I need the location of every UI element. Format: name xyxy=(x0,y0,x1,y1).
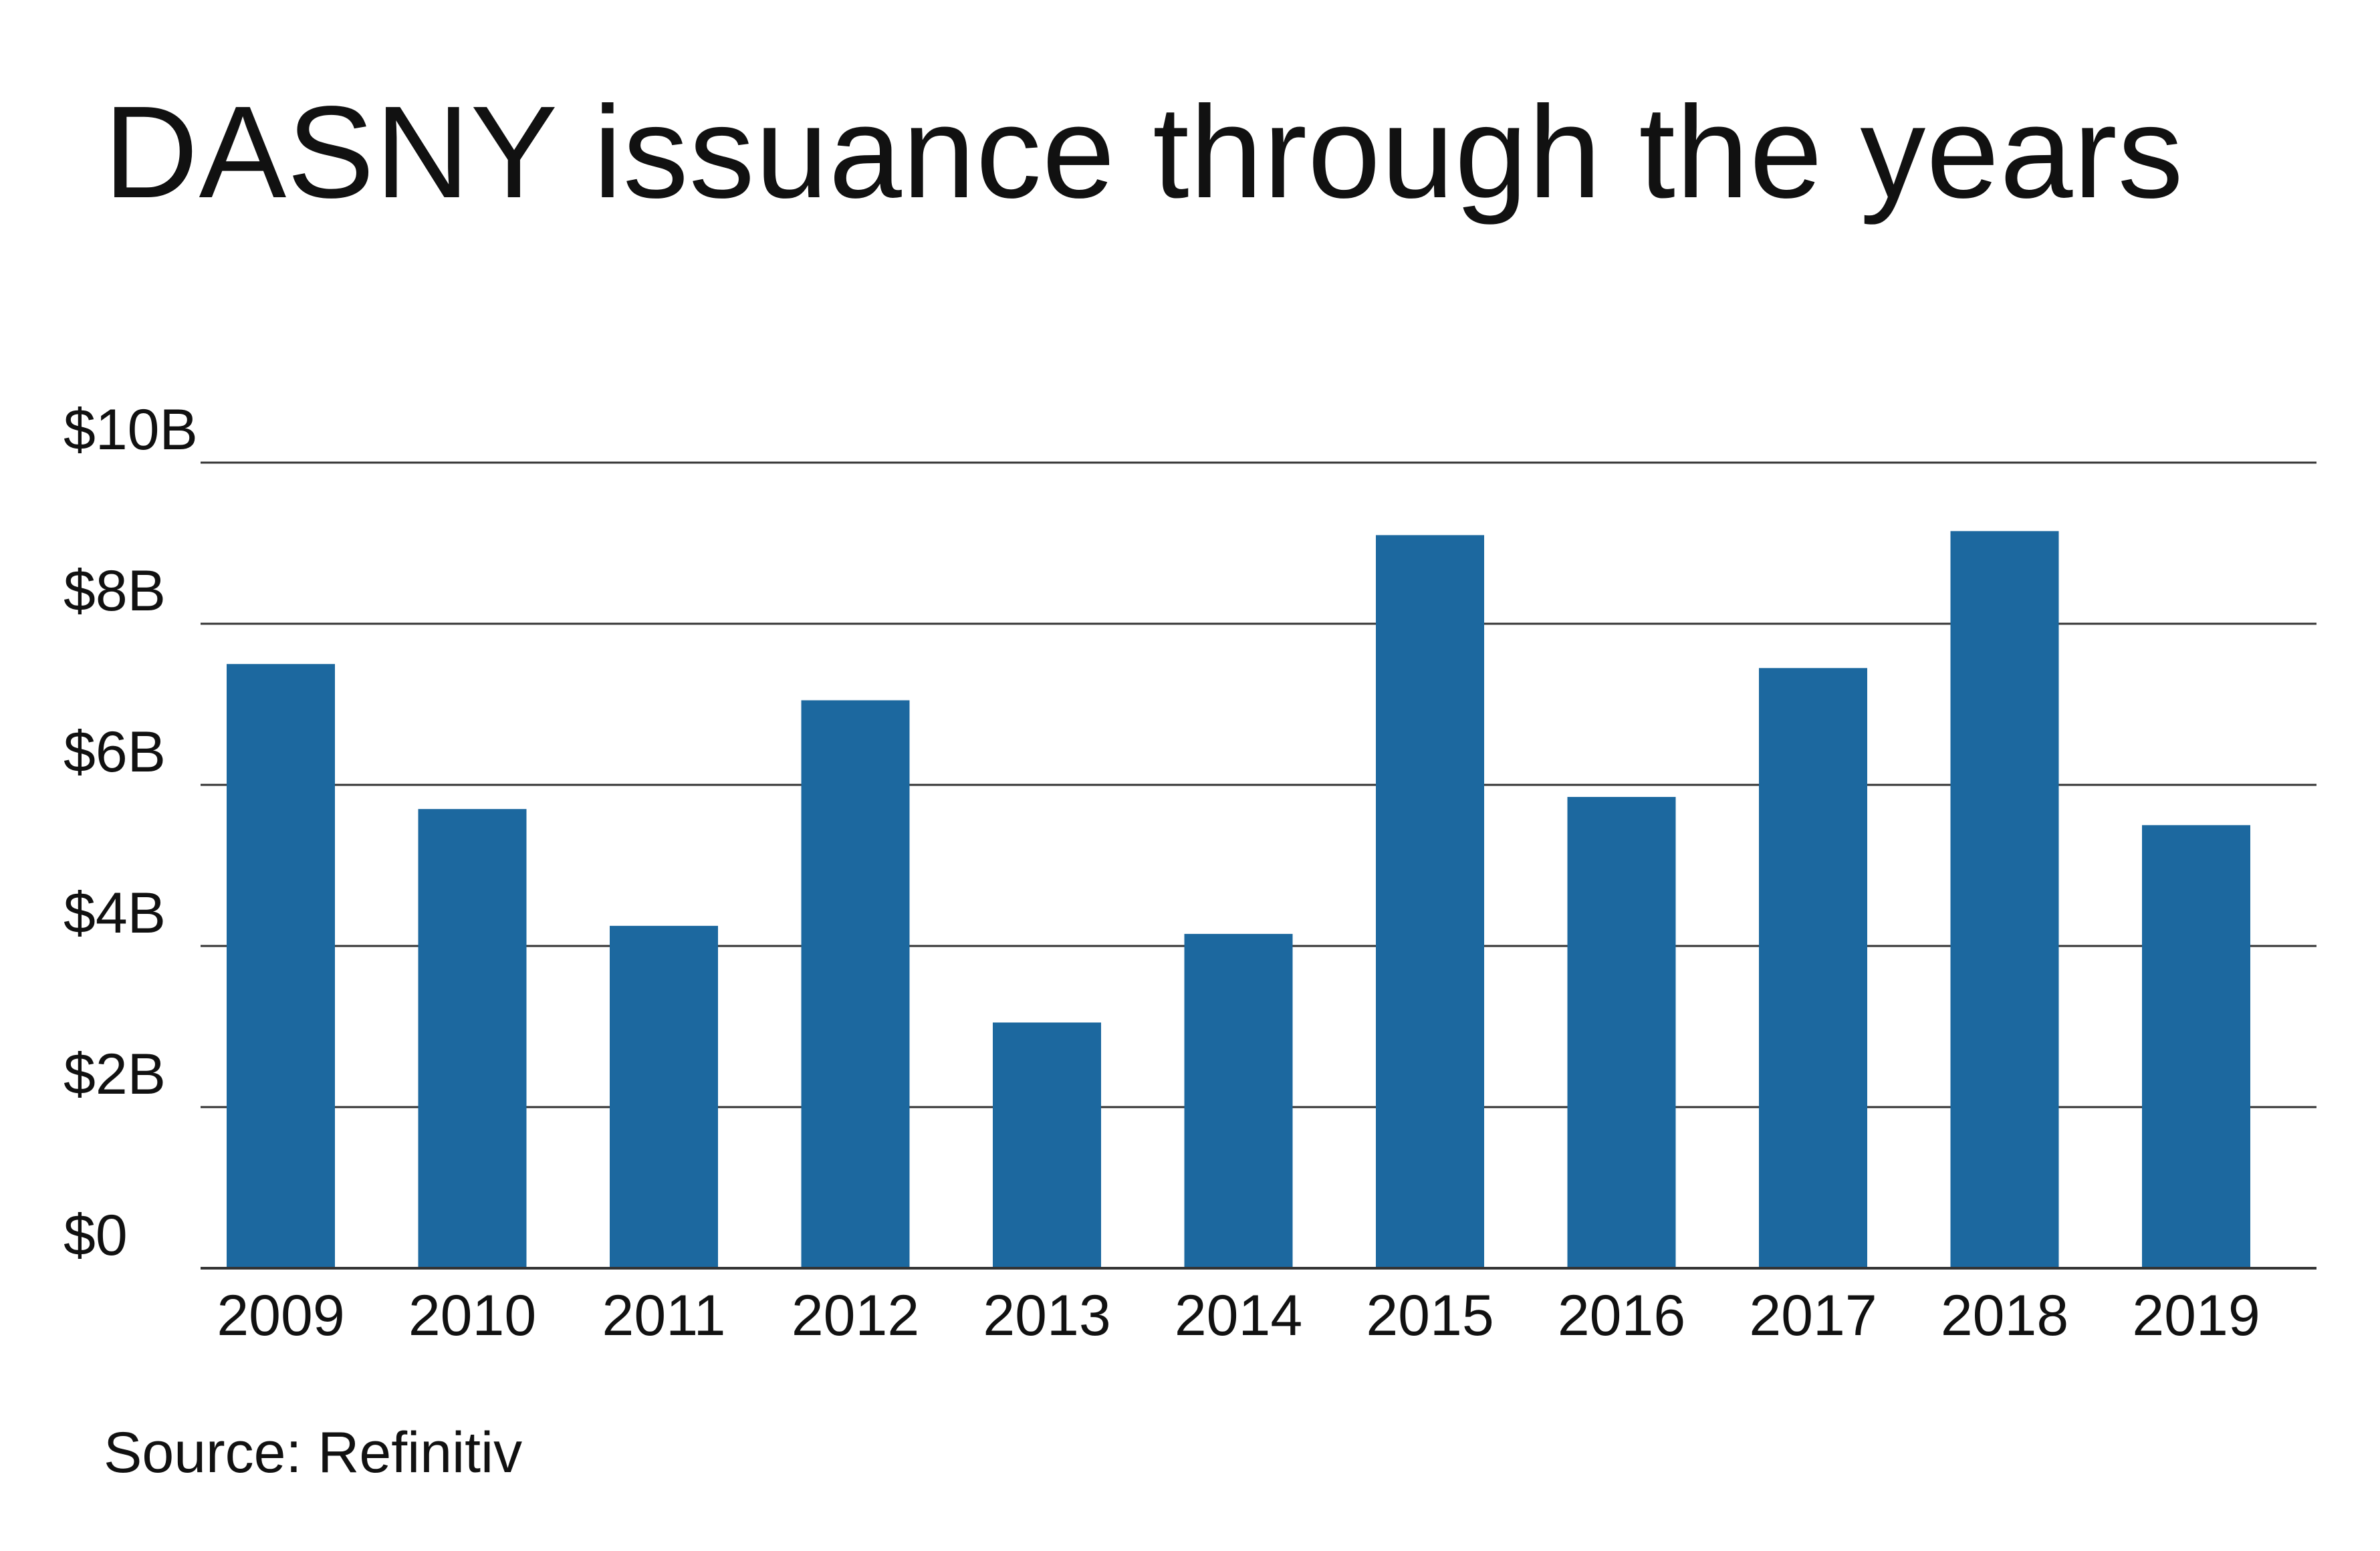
bar-2014 xyxy=(1184,933,1293,1268)
x-tick-label: 2010 xyxy=(408,1284,536,1348)
y-tick-label: $0 xyxy=(64,1203,128,1268)
y-tick-label: $2B xyxy=(64,1042,166,1106)
x-axis-tick-labels: 2009 2010 2011 2012 2013 2014 2015 2016 2017 2018… xyxy=(217,1284,2260,1348)
bar-2012 xyxy=(801,700,910,1268)
bar-2018 xyxy=(1950,531,2059,1268)
bar-2011 xyxy=(610,925,718,1268)
bar-2013 xyxy=(993,1022,1101,1268)
bar-2010 xyxy=(418,809,527,1268)
bar-2016 xyxy=(1567,797,1676,1268)
bar-2019 xyxy=(2142,825,2250,1268)
x-tick-label: 2019 xyxy=(2132,1284,2260,1348)
chart-title: DASNY issuance through the years xyxy=(104,79,2184,225)
bar-2015 xyxy=(1376,535,1484,1269)
x-tick-label: 2009 xyxy=(217,1284,344,1348)
x-tick-label: 2015 xyxy=(1366,1284,1494,1348)
y-tick-label: $6B xyxy=(64,720,166,784)
bars xyxy=(201,531,2316,1270)
y-tick-label: $10B xyxy=(64,398,198,462)
x-tick-label: 2014 xyxy=(1175,1284,1302,1348)
bar-2009 xyxy=(227,664,335,1268)
x-tick-label: 2012 xyxy=(792,1284,919,1348)
x-tick-label: 2018 xyxy=(1941,1284,2068,1348)
y-tick-label: $8B xyxy=(64,559,166,623)
y-tick-label: $4B xyxy=(64,881,166,945)
y-axis-tick-labels: $0 $2B $4B $6B $8B $10B xyxy=(64,398,198,1268)
x-tick-label: 2017 xyxy=(1749,1284,1877,1348)
x-tick-label: 2013 xyxy=(983,1284,1110,1348)
x-tick-label: 2011 xyxy=(602,1284,726,1348)
source-note: Source: Refinitiv xyxy=(104,1421,523,1485)
bar-2017 xyxy=(1759,668,1867,1268)
x-tick-label: 2016 xyxy=(1558,1284,1685,1348)
